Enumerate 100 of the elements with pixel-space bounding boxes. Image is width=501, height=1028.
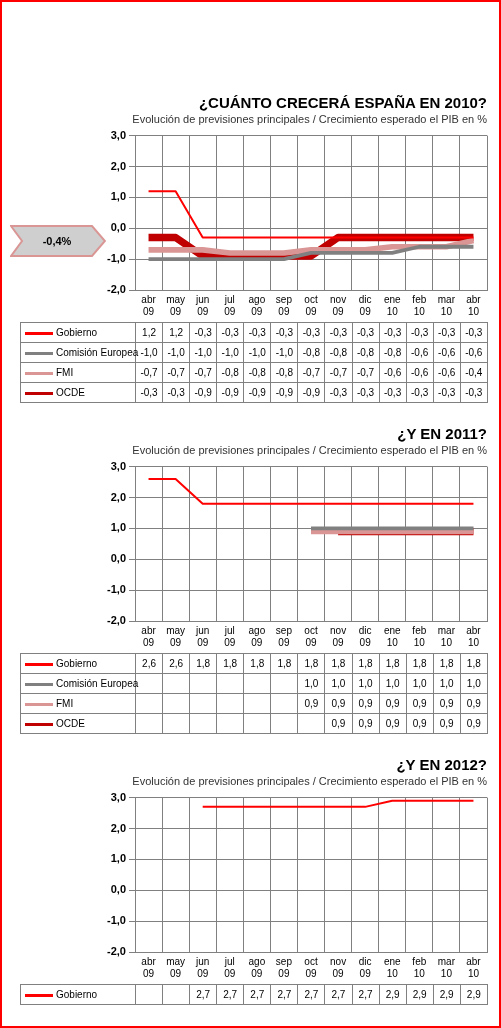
y-tick-label: 3,0 bbox=[110, 459, 126, 472]
data-label: -0,6 bbox=[406, 342, 434, 363]
data-label: 2,7 bbox=[270, 984, 298, 1005]
x-tick-label: mar 10 bbox=[437, 293, 456, 317]
data-label: -0,3 bbox=[406, 382, 434, 403]
data-label: 1,8 bbox=[352, 653, 380, 674]
data-label: 2,7 bbox=[216, 984, 244, 1005]
data-label: -0,6 bbox=[460, 342, 488, 363]
data-label: 0,9 bbox=[460, 713, 488, 734]
legend-label: Comisión Europea bbox=[56, 678, 139, 689]
x-tick-label: oct 09 bbox=[304, 955, 318, 979]
chart-title: ¿CUÁNTO CRECERÁ ESPAÑA EN 2010? bbox=[197, 94, 488, 112]
data-label: 0,9 bbox=[406, 713, 434, 734]
x-tick-label: dic 09 bbox=[358, 624, 372, 648]
x-tick-label: ene 10 bbox=[383, 955, 402, 979]
data-label: 1,8 bbox=[297, 653, 325, 674]
data-label: 2,9 bbox=[460, 984, 488, 1005]
y-tick-label: 2,0 bbox=[110, 490, 126, 503]
x-tick-label: jul 09 bbox=[223, 955, 236, 979]
data-label: 2,7 bbox=[352, 984, 380, 1005]
y-tick-label: -2,0 bbox=[107, 614, 126, 627]
data-label: -0,3 bbox=[324, 322, 352, 343]
data-label: -0,7 bbox=[189, 362, 217, 383]
data-label: -0,3 bbox=[460, 382, 488, 403]
x-tick-label: nov 09 bbox=[330, 293, 347, 317]
data-label: -0,7 bbox=[162, 362, 190, 383]
data-label: -0,3 bbox=[135, 382, 163, 403]
data-label: -0,9 bbox=[297, 382, 325, 403]
data-label: 0,9 bbox=[460, 693, 488, 714]
legend-label: Comisión Europea bbox=[56, 347, 139, 358]
legend-label: Gobierno bbox=[56, 327, 98, 338]
x-tick-label: sep 09 bbox=[275, 293, 293, 317]
x-tick-label: may 09 bbox=[166, 955, 186, 979]
data-label: -0,3 bbox=[433, 382, 461, 403]
data-label: 2,7 bbox=[297, 984, 325, 1005]
data-label: -0,3 bbox=[270, 322, 298, 343]
data-label: -0,8 bbox=[243, 362, 271, 383]
data-label: -1,0 bbox=[162, 342, 190, 363]
x-tick-label: feb 10 bbox=[412, 293, 427, 317]
data-label: 1,0 bbox=[352, 673, 380, 694]
data-label: -0,7 bbox=[135, 362, 163, 383]
x-tick-label: jun 09 bbox=[195, 293, 210, 317]
data-label: 0,9 bbox=[352, 713, 380, 734]
x-tick-label: abr 09 bbox=[141, 293, 157, 317]
data-label: -0,6 bbox=[433, 362, 461, 383]
x-tick-label: ene 10 bbox=[383, 624, 402, 648]
legend-label: FMI bbox=[56, 367, 74, 378]
y-tick-label: 1,0 bbox=[110, 521, 126, 534]
data-label: -0,3 bbox=[379, 322, 407, 343]
data-label: 0,9 bbox=[324, 713, 352, 734]
data-label: 2,9 bbox=[406, 984, 434, 1005]
data-label: 1,2 bbox=[135, 322, 163, 343]
chart-subtitle: Evolución de previsiones principales / Crecimiento esperado el PIB en % bbox=[131, 112, 488, 126]
data-label: -0,8 bbox=[270, 362, 298, 383]
data-label: 0,9 bbox=[433, 713, 461, 734]
data-label: -0,4 bbox=[460, 362, 488, 383]
data-label: -0,3 bbox=[379, 382, 407, 403]
data-label: 0,9 bbox=[352, 693, 380, 714]
data-label: 1,0 bbox=[460, 673, 488, 694]
data-label: -1,0 bbox=[216, 342, 244, 363]
y-tick-label: 0,0 bbox=[110, 221, 126, 234]
data-label: 1,0 bbox=[379, 673, 407, 694]
data-label: -0,7 bbox=[297, 362, 325, 383]
chart-title: ¿Y EN 2011? bbox=[396, 425, 488, 443]
data-label: -0,6 bbox=[379, 362, 407, 383]
data-label: 1,8 bbox=[216, 653, 244, 674]
y-tick-label: 1,0 bbox=[110, 852, 126, 865]
legend-label: OCDE bbox=[56, 387, 85, 398]
x-tick-label: jun 09 bbox=[195, 955, 210, 979]
y-tick-label: 1,0 bbox=[110, 190, 126, 203]
text: -0,4% bbox=[41, 233, 73, 249]
data-label: -0,8 bbox=[297, 342, 325, 363]
data-label: -0,8 bbox=[324, 342, 352, 363]
data-label: 1,8 bbox=[379, 653, 407, 674]
y-tick-label: 3,0 bbox=[110, 790, 126, 803]
data-label: -0,3 bbox=[297, 322, 325, 343]
x-tick-label: abr 10 bbox=[466, 293, 482, 317]
data-label: 2,7 bbox=[324, 984, 352, 1005]
x-tick-label: nov 09 bbox=[330, 624, 347, 648]
x-tick-label: abr 09 bbox=[141, 624, 157, 648]
data-label: 0,9 bbox=[433, 693, 461, 714]
data-label: 2,9 bbox=[433, 984, 461, 1005]
data-label: 1,0 bbox=[297, 673, 325, 694]
data-label: -0,9 bbox=[243, 382, 271, 403]
data-label: 1,8 bbox=[243, 653, 271, 674]
y-tick-label: -1,0 bbox=[107, 914, 126, 927]
data-label: -0,8 bbox=[379, 342, 407, 363]
legend-label: FMI bbox=[56, 698, 74, 709]
x-tick-label: abr 10 bbox=[466, 624, 482, 648]
y-tick-label: -2,0 bbox=[107, 945, 126, 958]
data-label: 1,8 bbox=[189, 653, 217, 674]
data-label: -0,3 bbox=[162, 382, 190, 403]
x-tick-label: may 09 bbox=[166, 624, 186, 648]
x-tick-label: feb 10 bbox=[412, 624, 427, 648]
data-label: 1,8 bbox=[406, 653, 434, 674]
data-label: 0,9 bbox=[297, 693, 325, 714]
x-tick-label: dic 09 bbox=[358, 955, 372, 979]
x-tick-label: ago 09 bbox=[248, 293, 266, 317]
x-tick-label: ago 09 bbox=[248, 624, 266, 648]
data-label: -0,3 bbox=[189, 322, 217, 343]
